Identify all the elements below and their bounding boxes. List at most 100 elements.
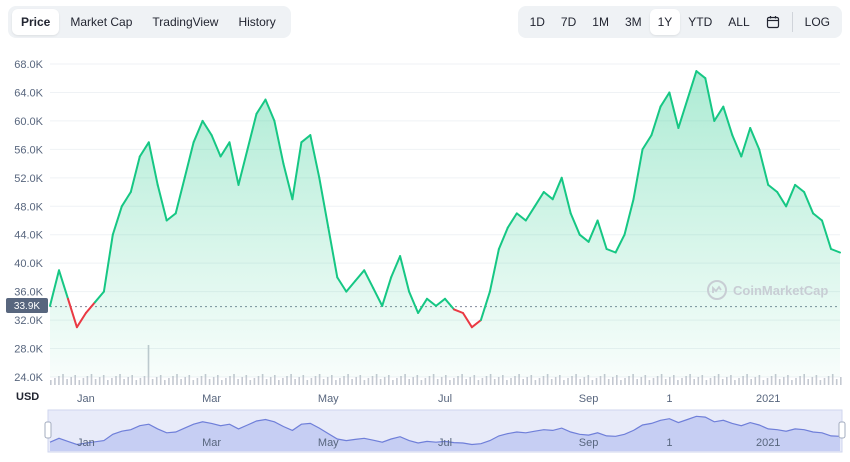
volume-bar	[795, 378, 797, 385]
x-tick-label: 1	[666, 393, 672, 405]
price-segment	[282, 162, 294, 201]
volume-bar	[86, 376, 89, 385]
price-segment	[354, 269, 366, 282]
volume-bar	[416, 375, 419, 385]
price-segment	[731, 134, 743, 158]
calendar-icon[interactable]	[758, 10, 788, 34]
volume-bar	[168, 378, 170, 385]
volume-bar	[237, 379, 239, 385]
volume-bar	[554, 377, 557, 385]
log-scale-button[interactable]: LOG	[804, 15, 830, 29]
x-tick-label: Mar	[202, 393, 221, 405]
volume-bar	[620, 380, 622, 385]
volume-bar	[253, 378, 256, 385]
x-tick-label: Jan	[77, 393, 95, 405]
price-segment	[120, 191, 132, 208]
price-segment	[273, 119, 285, 165]
volume-bar	[294, 379, 296, 385]
volume-bar	[50, 380, 52, 385]
volume-bar	[791, 380, 793, 385]
price-segment	[129, 155, 141, 193]
price-segment	[713, 105, 725, 122]
tab-market-cap[interactable]: Market Cap	[70, 15, 133, 29]
price-segment	[632, 148, 644, 201]
price-segment	[677, 98, 689, 129]
volume-bar	[563, 380, 565, 385]
volume-bar	[200, 376, 203, 385]
range-ytd-button[interactable]: YTD	[688, 15, 713, 29]
price-segment	[830, 248, 841, 254]
navigator-line	[49, 415, 841, 446]
y-tick-label: 36.0K	[14, 287, 43, 299]
price-segment	[569, 212, 581, 236]
volume-bar	[249, 380, 252, 385]
volume-bar	[278, 380, 280, 385]
price-segment	[587, 219, 599, 243]
volume-bar	[298, 377, 300, 385]
volume-bar	[673, 375, 675, 385]
volume-bar	[400, 376, 402, 385]
volume-bar	[404, 374, 406, 385]
volume-bar	[734, 380, 736, 385]
volume-bar	[660, 374, 663, 385]
volume-bar	[221, 380, 223, 385]
volume-bar	[420, 380, 423, 385]
volume-bar	[139, 378, 142, 385]
y-tick-label: 24.0K	[14, 372, 43, 384]
volume-bar	[481, 378, 484, 385]
range-1d-button[interactable]: 1D	[529, 15, 545, 29]
volume-bar	[599, 376, 602, 385]
volume-bar	[603, 374, 606, 385]
range-all-button[interactable]: ALL	[728, 15, 750, 29]
volume-bar	[612, 377, 614, 385]
volume-bar	[803, 374, 805, 385]
volume-bar	[310, 378, 313, 385]
volume-bar	[607, 379, 610, 385]
price-segment	[363, 269, 375, 290]
volume-bar	[579, 379, 581, 385]
price-segment	[58, 269, 69, 300]
navigator-right-handle[interactable]	[838, 421, 846, 439]
volume-bar	[746, 374, 748, 385]
range-1y-button[interactable]: 1Y	[649, 9, 681, 35]
volume-bar	[522, 379, 524, 385]
volume-bar	[375, 374, 378, 385]
price-segment	[803, 191, 815, 215]
price-segment	[300, 134, 312, 144]
y-tick-label: 32.0K	[14, 315, 43, 327]
volume-bar	[355, 377, 357, 385]
volume-bar	[542, 376, 545, 385]
tab-price[interactable]: Price	[12, 9, 60, 35]
volume-bar	[290, 374, 292, 385]
price-segment	[408, 290, 420, 314]
volume-bar	[506, 380, 508, 385]
price-segment	[479, 290, 491, 322]
price-segment	[102, 233, 114, 293]
volume-bar	[799, 376, 801, 385]
volume-bar	[335, 380, 337, 385]
volume-bar	[750, 379, 752, 385]
tab-history[interactable]: History	[238, 15, 276, 29]
volume-bar	[322, 379, 325, 385]
volume-bar	[383, 377, 386, 385]
volume-bar	[192, 380, 195, 385]
y-tick-label: 56.0K	[14, 144, 43, 156]
volume-bar	[54, 378, 56, 385]
price-segment	[533, 191, 545, 208]
volume-bar	[318, 374, 321, 385]
range-3m-button[interactable]: 3M	[624, 15, 642, 29]
volume-bar	[730, 375, 732, 385]
tab-tradingview[interactable]: TradingView	[152, 15, 219, 29]
navigator-tick-label: Sep	[579, 437, 599, 449]
navigator-left-handle[interactable]	[44, 421, 52, 439]
volume-bar	[151, 379, 154, 385]
volume-bar	[351, 379, 353, 385]
y-tick-label: 68.0K	[14, 59, 43, 71]
volume-bar	[664, 379, 667, 385]
volume-bar	[835, 379, 838, 385]
price-segment	[506, 212, 518, 229]
range-1m-button[interactable]: 1M	[592, 15, 609, 29]
range-7d-button[interactable]: 7D	[560, 15, 577, 29]
volume-bar	[282, 378, 284, 385]
volume-bar	[709, 378, 712, 385]
